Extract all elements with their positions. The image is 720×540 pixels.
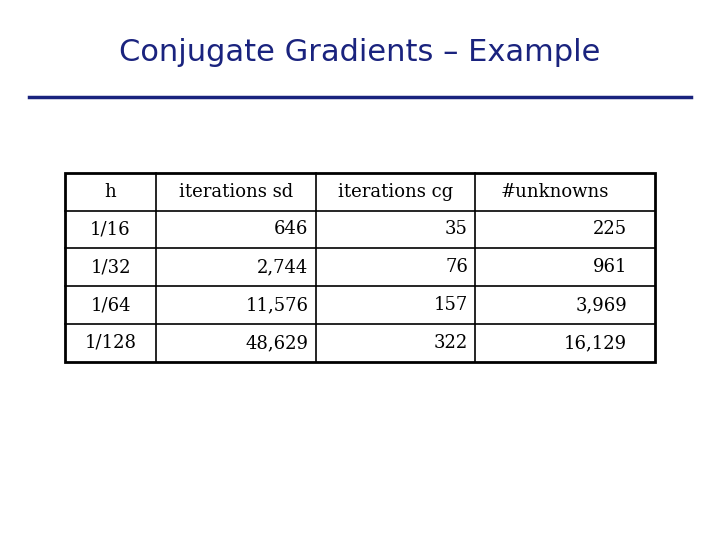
Text: 225: 225 [593,220,627,239]
Text: 646: 646 [274,220,309,239]
Text: 16,129: 16,129 [564,334,627,352]
Text: 1/128: 1/128 [84,334,137,352]
Text: 35: 35 [445,220,468,239]
Text: 961: 961 [593,258,627,276]
Text: #unknowns: #unknowns [500,183,609,201]
Text: 322: 322 [433,334,468,352]
Text: 48,629: 48,629 [246,334,309,352]
Text: 157: 157 [433,296,468,314]
Text: 2,744: 2,744 [257,258,309,276]
Text: Conjugate Gradients – Example: Conjugate Gradients – Example [120,38,600,67]
Text: 1/64: 1/64 [90,296,131,314]
Text: iterations cg: iterations cg [338,183,453,201]
Text: 1/16: 1/16 [90,220,131,239]
Text: 76: 76 [445,258,468,276]
Text: h: h [104,183,117,201]
Text: 1/32: 1/32 [90,258,131,276]
Text: 3,969: 3,969 [575,296,627,314]
Text: iterations sd: iterations sd [179,183,293,201]
Text: 11,576: 11,576 [246,296,309,314]
